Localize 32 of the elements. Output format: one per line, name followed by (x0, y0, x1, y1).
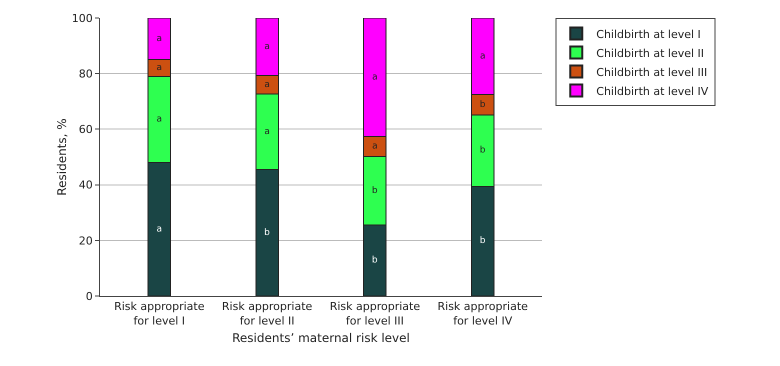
data-label: a (264, 80, 270, 90)
legend-label: Childbirth at level IV (596, 84, 709, 98)
data-label: a (156, 34, 162, 44)
x-tick-label: Risk appropriate for level I (114, 300, 205, 328)
data-label: a (156, 63, 162, 74)
y-tick-label: 20 (78, 234, 93, 248)
data-label: a (264, 42, 270, 52)
data-label: a (480, 51, 486, 62)
x-tick-label: Risk appropriate for level IV (438, 300, 528, 328)
x-tick-label: Risk appropriate for level II (222, 300, 313, 328)
data-label: a (264, 126, 270, 137)
x-axis-title: Residents’ maternal risk level (232, 331, 410, 345)
y-tick-label: 0 (86, 290, 93, 303)
data-label: a (156, 114, 162, 125)
data-label: b (372, 186, 378, 196)
data-label: a (156, 224, 162, 234)
data-label: a (372, 72, 378, 82)
data-label: b (264, 228, 270, 238)
y-axis-title: Residents, % (55, 118, 69, 196)
y-tick-label: 80 (78, 67, 93, 80)
legend-label: Childbirth at level I (596, 28, 701, 41)
data-label: a (372, 142, 378, 152)
data-label: b (480, 236, 486, 246)
x-tick-label: Risk appropriate for level III (330, 300, 420, 328)
legend-label: Childbirth at level III (596, 66, 708, 79)
data-label: b (372, 256, 378, 266)
data-label: b (480, 146, 486, 156)
legend-label: Childbirth at level II (596, 46, 704, 60)
data-label: b (480, 100, 486, 110)
y-tick-label: 60 (78, 123, 93, 136)
y-tick-label: 40 (78, 178, 93, 192)
y-tick-label: 100 (72, 12, 93, 25)
